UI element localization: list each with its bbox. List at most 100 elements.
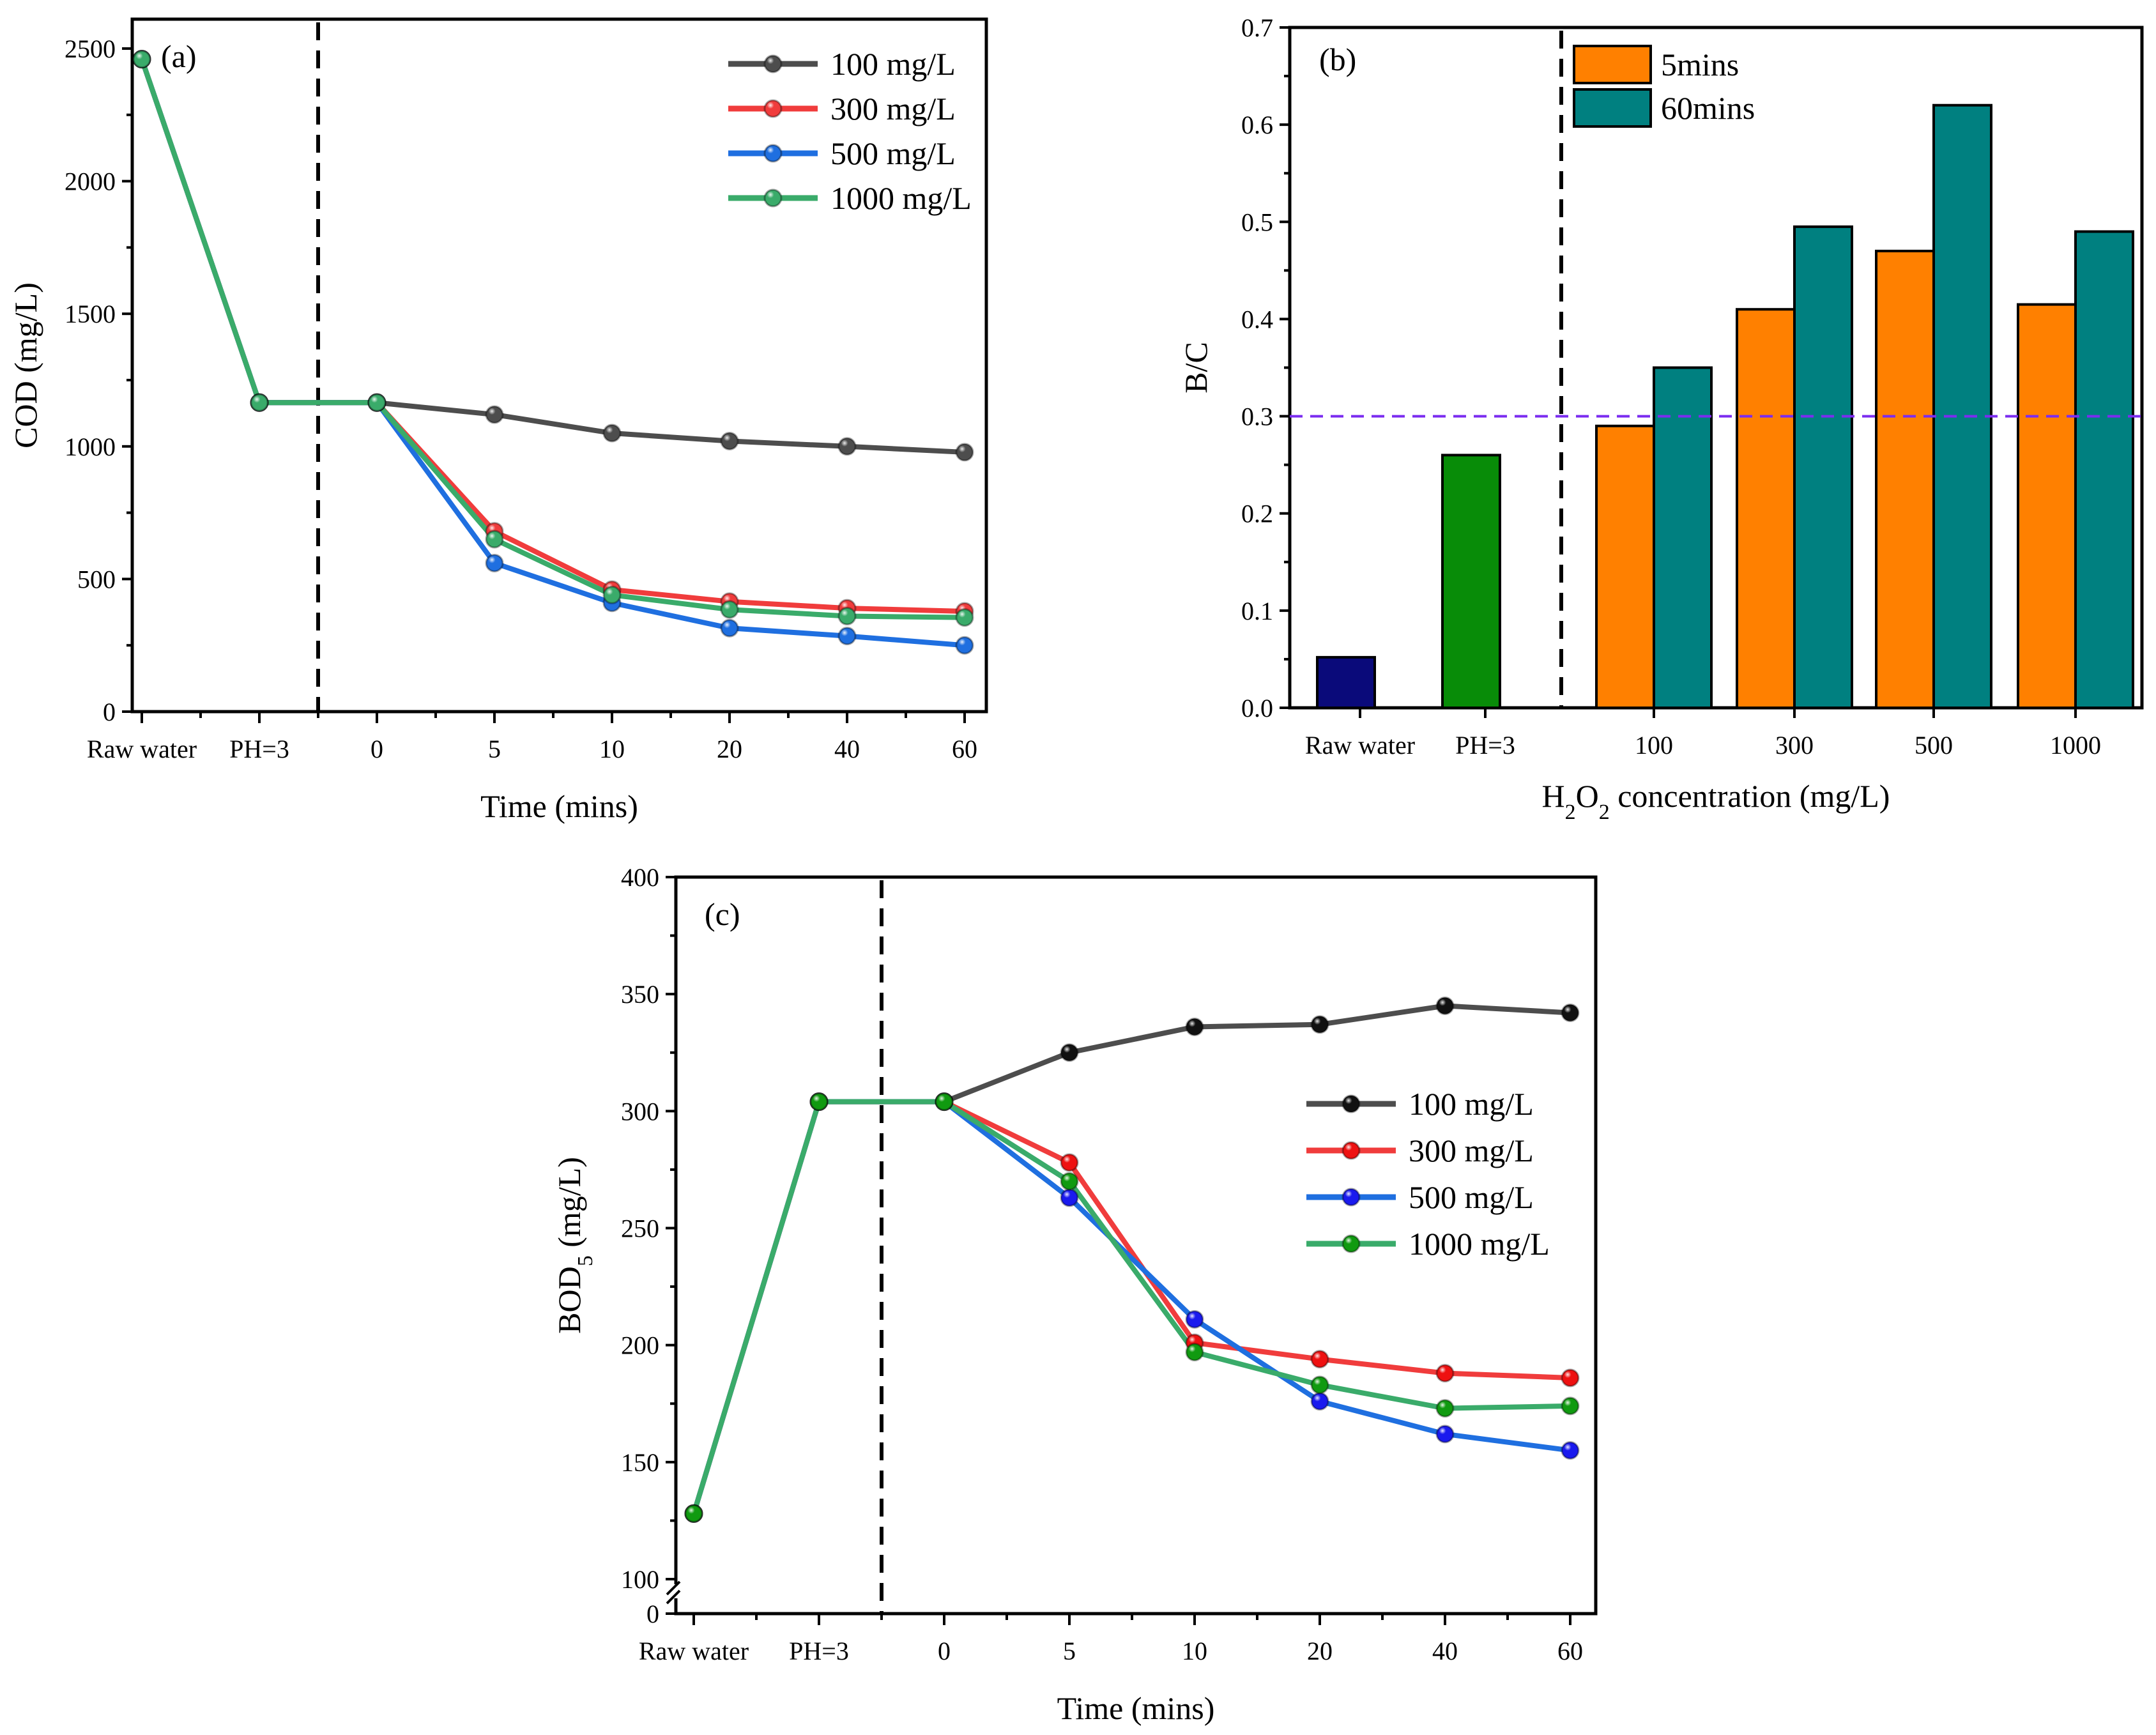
x-tick-label: 40 [1432,1637,1458,1665]
bar-5mins [1595,424,1655,709]
data-point-highlight [721,432,738,450]
panel-a-cod-chart: 0 500 1000 1500 2000 2500 Raw water PH=3 0 5 10 20 4… [8,17,988,824]
x-tick-label: 500 [1915,731,1953,760]
x-title-text: concentration (mg/L) [1610,778,1890,814]
bar-60mins [2074,230,2134,709]
y-tick-label: 250 [621,1214,659,1243]
x-tick-label: PH=3 [1455,731,1515,760]
legend-label: 60mins [1661,90,1755,126]
data-point-highlight [1311,1376,1328,1393]
data-point-highlight [956,443,973,461]
x-axis-title: H2O2 concentration (mg/L) [1542,778,1890,824]
y-title-text: (mg/L) [551,1157,587,1255]
legend-label: 500 mg/L [1409,1179,1534,1215]
y-tick-label: 0.7 [1241,13,1273,42]
x-tick-label: 0 [371,735,383,763]
data-point-highlight [134,50,150,68]
series-line-1000-mg-L [691,1099,1571,1515]
bar-60mins [1793,225,1853,709]
legend-label: 100 mg/L [830,46,956,82]
data-point-highlight [1343,1096,1359,1112]
data-point-highlight [936,1093,952,1110]
x-tick-label: 0 [938,1637,951,1665]
x-tick-label: 20 [717,735,742,763]
x-tick-label: 10 [599,735,625,763]
data-point-highlight [685,1505,702,1522]
x-tick-label: 10 [1182,1637,1207,1665]
x-tick-label: 60 [952,735,977,763]
bar-Raw-water [1316,655,1376,710]
data-point-highlight [1437,1400,1453,1417]
panel-label: (c) [705,896,740,932]
y-tick-label: 1500 [65,300,116,328]
legend-label: 1000 mg/L [1409,1226,1550,1262]
y-axis-title: B/C [1178,342,1214,394]
bar-60mins [1932,103,1992,709]
bar-5mins [1875,249,1935,709]
panel-label: (b) [1319,42,1356,77]
y-tick-label: 350 [621,980,659,1009]
data-point-highlight [721,601,738,618]
x-tick-label: Raw water [87,735,197,763]
x-tick-label: PH=3 [789,1637,849,1665]
data-point-highlight [251,394,268,411]
data-point-highlight [1061,1044,1078,1061]
y-tick-label: 100 [621,1565,659,1594]
x-tick-label: 5 [1063,1637,1076,1665]
y-tick-label: 500 [77,565,116,593]
data-point-highlight [839,438,855,455]
y-title-text: BOD [551,1266,587,1334]
data-point-highlight [765,190,781,206]
x-title-text: O [1576,778,1599,814]
x-tick-label: 100 [1635,731,1673,760]
data-point-highlight [956,609,973,626]
legend-swatch [1573,45,1652,84]
x-tick-label: 300 [1775,731,1814,760]
y-tick-label: 0 [646,1600,659,1628]
data-point-highlight [839,627,855,645]
legend-label: 500 mg/L [830,135,956,171]
y-tick-label: 0.6 [1241,111,1273,139]
y-tick-label: 0.5 [1241,208,1273,236]
data-point-highlight [1562,1442,1579,1459]
axis-break-mark [666,1580,681,1596]
y-tick-label: 2000 [65,167,116,196]
y-tick-label: 0.2 [1241,500,1273,528]
data-point-highlight [1437,1364,1453,1382]
legend-label: 100 mg/L [1409,1086,1534,1122]
y-axis-title: BOD5 (mg/L) [551,1157,597,1334]
x-title-text: H [1542,778,1565,814]
y-tick-label: 0.1 [1241,597,1273,625]
data-point-highlight [811,1093,827,1110]
data-point-highlight [486,554,503,572]
legend-label: 5mins [1661,47,1739,82]
data-point-highlight [486,406,503,423]
y-tick-label: 0.4 [1241,305,1273,333]
y-tick-label: 0.0 [1241,694,1273,722]
x-title-subscript: 2 [1565,800,1576,824]
x-tick-label: Raw water [639,1637,749,1665]
data-point-highlight [486,531,503,548]
data-point-highlight [1186,1311,1203,1328]
data-point-highlight [1186,1343,1203,1361]
data-point-highlight [721,620,738,637]
y-tick-label: 200 [621,1331,659,1360]
bar-5mins [1736,308,1796,709]
y-tick-label: 0.3 [1241,402,1273,431]
axis-break-mark [666,1589,681,1605]
data-point-highlight [765,100,781,117]
y-tick-label: 0 [103,698,116,726]
y-tick-label: 1000 [65,432,116,461]
x-axis-title: Time (mins) [480,788,638,824]
x-tick-label: Raw water [1305,731,1415,760]
legend-label: 300 mg/L [1409,1133,1534,1168]
data-point-highlight [1562,1397,1579,1414]
x-tick-label: 5 [488,735,501,763]
panel-label: (a) [161,38,197,74]
data-point-highlight [1186,1018,1203,1036]
x-title-subscript: 2 [1599,800,1610,824]
data-point-highlight [1343,1189,1359,1205]
data-point-highlight [604,586,620,604]
series-line-1000-mg-L [139,58,965,620]
data-point-highlight [1061,1189,1078,1206]
